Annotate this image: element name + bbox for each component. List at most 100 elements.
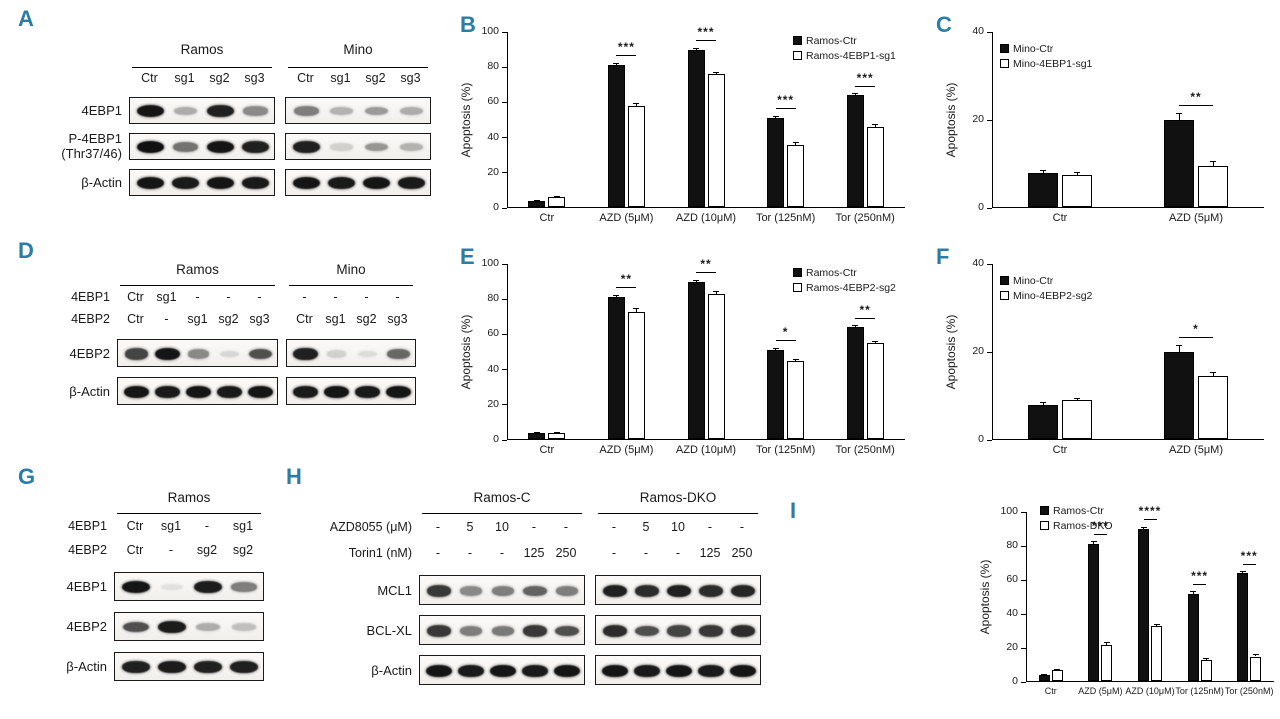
significance-line (775, 108, 796, 110)
y-tick-label: 100 (1000, 505, 1018, 517)
error-bar-cap (1210, 372, 1216, 374)
blot-strip (114, 611, 264, 641)
blot-row-label-line: 4EBP2 (69, 345, 110, 361)
blot-strip (419, 575, 585, 605)
error-bar-cap (1054, 668, 1061, 670)
protein-band (232, 623, 256, 631)
significance-line (696, 272, 716, 274)
y-tick-label: 40 (487, 362, 499, 375)
blot-lane-label: sg1 (232, 519, 254, 533)
error-bar-cap (1239, 571, 1246, 572)
protein-band (698, 625, 724, 637)
error-bar-cap (772, 347, 779, 349)
error-bar-cap (1203, 657, 1210, 659)
protein-band (157, 660, 187, 674)
blot-group-header: Ramos-C (422, 490, 582, 514)
blot-row-label-line: β-Actin (66, 658, 107, 674)
protein-band (136, 104, 165, 118)
bar-filled (1164, 352, 1194, 439)
blot-group-header: Ramos-DKO (598, 490, 758, 514)
protein-band (397, 176, 426, 190)
blot-strip (285, 168, 431, 196)
legend-item: Ramos-Ctr (1040, 504, 1113, 517)
blot-strip (117, 339, 278, 367)
bar-filled (687, 281, 705, 439)
protein-band (330, 107, 353, 115)
x-category-label: Tor (125nM) (1175, 686, 1224, 696)
bar-filled (607, 65, 625, 207)
y-tick-label: 40 (972, 257, 984, 269)
error-bar-cap (553, 431, 560, 433)
bar-filled (1237, 573, 1249, 681)
panel-letter-D: D (18, 238, 34, 263)
protein-band (635, 625, 659, 637)
protein-band (666, 664, 692, 678)
y-tick-mark (502, 101, 507, 103)
blot-row-label: 4EBP1 (30, 92, 122, 128)
blot-lane-row-label: Torin1 (nM) (348, 546, 412, 560)
legend-item: Ramos-Ctr (793, 266, 896, 279)
protein-band (400, 143, 423, 151)
blot-lane-label: sg2 (218, 312, 239, 326)
bar-open (707, 74, 725, 207)
error-bar-line (795, 142, 797, 145)
legend-label: Ramos-4EBP2-sg2 (806, 281, 896, 294)
error-bar-line (1106, 642, 1108, 645)
error-bar-line (1242, 571, 1244, 574)
bar-filled (846, 327, 864, 439)
panel-letter-A: A (18, 6, 34, 31)
protein-band (171, 176, 200, 190)
legend-label: Ramos-Ctr (806, 266, 857, 279)
protein-band (491, 626, 515, 636)
protein-band (458, 664, 484, 678)
panel-letter-I: I (790, 498, 797, 523)
significance-line (1179, 337, 1213, 339)
error-bar-line (695, 48, 697, 50)
blot-lane-label: Ctr (296, 312, 313, 326)
y-tick-mark (502, 404, 507, 406)
bar-filled (846, 95, 864, 207)
x-category-label: AZD (5μM) (1168, 212, 1223, 224)
legend-label: Ramos-DKO (1053, 519, 1113, 532)
significance-stars: ** (700, 257, 712, 272)
error-bar-cap (792, 142, 799, 144)
protein-band (602, 625, 628, 637)
y-tick-mark (502, 439, 507, 441)
x-category-label: Ctr (539, 444, 555, 456)
protein-band (196, 622, 220, 632)
error-bar-cap (713, 291, 719, 293)
error-bar-cap (693, 279, 699, 281)
protein-band (523, 585, 547, 597)
y-tick-label: 40 (972, 25, 984, 37)
protein-band (730, 584, 756, 598)
bar-open (866, 343, 884, 439)
protein-band (698, 664, 724, 678)
legend-swatch (793, 51, 802, 60)
blot-lane-label: - (531, 520, 537, 534)
blot-row-label-line: P-4EBP1 (68, 131, 122, 146)
protein-band (666, 584, 692, 598)
blot-strip (595, 655, 761, 685)
significance-stars: *** (856, 70, 874, 85)
blot-row-label-line: β-Actin (371, 662, 412, 678)
blot-lane-label: sg3 (387, 312, 408, 326)
blot-lane-label: sg1 (325, 312, 346, 326)
bar-open (1151, 625, 1162, 681)
y-tick-mark (502, 31, 507, 33)
significance-stars: *** (697, 25, 715, 40)
y-tick-mark (1021, 579, 1026, 581)
blot-lane-label: 10 (671, 520, 685, 534)
error-bar-line (615, 63, 617, 66)
y-tick-mark (502, 333, 507, 335)
chart-plot-area (507, 264, 905, 440)
protein-band (357, 350, 378, 358)
blot-lane-label: Ctr (127, 290, 144, 304)
panel-letter-C: C (936, 12, 952, 37)
significance-stars: **** (1138, 504, 1162, 519)
bar-filled (1088, 544, 1100, 681)
blot-lane-label: 250 (555, 546, 577, 560)
error-bar-cap (1176, 112, 1182, 114)
y-tick-label: 40 (487, 130, 499, 143)
